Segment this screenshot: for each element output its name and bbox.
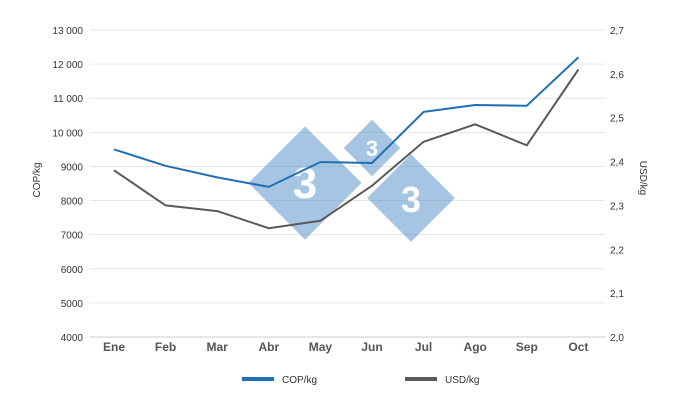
right-tick-label: 2,5 <box>610 114 624 125</box>
x-tick-label: May <box>309 340 333 354</box>
legend-swatch <box>242 377 274 381</box>
left-tick-label: 7000 <box>61 231 84 242</box>
right-tick-label: 2,1 <box>610 289 624 300</box>
series-lines <box>113 56 580 230</box>
x-tick-label: Jul <box>415 340 432 354</box>
legend-label: COP/kg <box>282 375 317 386</box>
x-tick-label: Mar <box>207 340 229 354</box>
svg-text:3: 3 <box>293 159 317 208</box>
svg-text:3: 3 <box>401 179 421 220</box>
x-tick-label: Ago <box>464 340 487 354</box>
series-line-usd-kg <box>113 68 580 230</box>
left-tick-label: 5000 <box>61 299 84 310</box>
left-tick-label: 9000 <box>61 162 84 173</box>
right-tick-label: 2,2 <box>610 245 624 256</box>
right-tick-label: 2,6 <box>610 70 624 81</box>
x-axis-ticks: Ene Feb Mar Abr May Jun Jul Ago Sep Oct <box>103 340 588 354</box>
right-tick-label: 2,4 <box>610 158 624 169</box>
left-tick-label: 11 000 <box>53 94 83 105</box>
left-tick-label: 13 000 <box>52 26 83 37</box>
right-tick-label: 2,7 <box>610 26 624 37</box>
right-tick-label: 2,0 <box>610 333 624 344</box>
legend: COP/kg USD/kg <box>242 375 479 386</box>
x-tick-label: Feb <box>155 340 176 354</box>
svg-text:3: 3 <box>366 136 378 161</box>
grid-lines <box>90 29 605 338</box>
legend-swatch <box>405 377 437 381</box>
left-tick-label: 10 000 <box>52 128 83 139</box>
left-tick-label: 4000 <box>61 333 84 344</box>
left-axis-title: COP/kg <box>32 162 43 197</box>
series-line-cop-kg <box>113 56 580 188</box>
legend-label: USD/kg <box>445 375 479 386</box>
left-tick-label: 6000 <box>61 265 84 276</box>
x-tick-label: Abr <box>258 340 279 354</box>
x-tick-label: Sep <box>516 340 538 354</box>
left-axis-ticks: 4000 5000 6000 7000 8000 9000 10 000 11 000 12 0… <box>52 26 83 344</box>
right-axis-ticks: 2,0 2,1 2,2 2,3 2,4 2,5 2,6 2,7 <box>610 26 624 344</box>
left-tick-label: 12 000 <box>52 60 83 71</box>
x-tick-label: Jun <box>361 340 382 354</box>
left-tick-label: 8000 <box>61 197 84 208</box>
right-tick-label: 2,3 <box>610 201 624 212</box>
x-tick-label: Oct <box>568 340 588 354</box>
x-tick-label: Ene <box>103 340 125 354</box>
right-axis-title: USD/kg <box>637 161 648 195</box>
